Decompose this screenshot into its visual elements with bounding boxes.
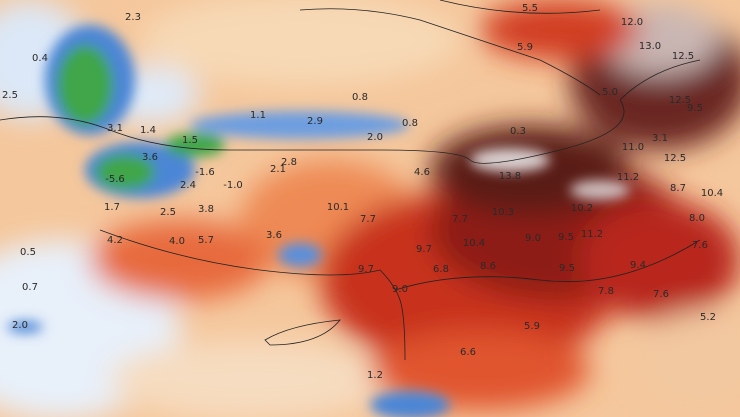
anomaly-label: 10.3: [492, 207, 514, 218]
anomaly-label: 2.5: [2, 90, 18, 101]
anomaly-label: 2.9: [307, 116, 323, 127]
anomaly-label: 9.5: [559, 263, 575, 274]
anomaly-label: 9.7: [358, 264, 374, 275]
anomaly-label: 9.0: [392, 284, 408, 295]
anomaly-label: 1.4: [140, 125, 156, 136]
anomaly-label: 13.0: [639, 41, 661, 52]
anomaly-label: 2.0: [12, 320, 28, 331]
anomaly-label: 8.6: [480, 261, 496, 272]
anomaly-label: 3.1: [107, 123, 123, 134]
anomaly-label: 2.5: [160, 207, 176, 218]
anomaly-labels: 2.30.42.55.512.013.012.55.95.012.59.50.8…: [2, 3, 723, 381]
anomaly-label: 0.8: [402, 118, 418, 129]
anomaly-label: 5.2: [700, 312, 716, 323]
anomaly-label: 9.0: [525, 233, 541, 244]
anomaly-label: 9.7: [416, 244, 432, 255]
anomaly-label: 1.5: [182, 135, 198, 146]
anomaly-label: 0.5: [20, 247, 36, 258]
anomaly-label: 3.1: [652, 133, 668, 144]
anomaly-label: 7.6: [692, 240, 708, 251]
anomaly-label: 1.1: [250, 110, 266, 121]
anomaly-label: 5.5: [522, 3, 538, 14]
anomaly-label: 8.0: [689, 213, 705, 224]
anomaly-label: 11.2: [581, 229, 603, 240]
anomaly-label: 0.8: [352, 92, 368, 103]
anomaly-label: 5.0: [602, 87, 618, 98]
anomaly-label: 2.3: [125, 12, 141, 23]
anomaly-label: 7.7: [360, 214, 376, 225]
anomaly-label: 7.6: [653, 289, 669, 300]
anomaly-label: 6.6: [460, 347, 476, 358]
anomaly-label: 1.2: [367, 370, 383, 381]
anomaly-label: 4.0: [169, 236, 185, 247]
anomaly-label: 11.0: [622, 142, 644, 153]
anomaly-label: 6.8: [433, 264, 449, 275]
anomaly-label: 4.2: [107, 235, 123, 246]
anomaly-label: 2.8: [281, 157, 297, 168]
anomaly-label: 0.3: [510, 126, 526, 137]
anomaly-label: 9.4: [630, 260, 646, 271]
anomaly-label: 3.8: [198, 204, 214, 215]
anomaly-label: 4.6: [414, 167, 430, 178]
anomaly-label: 12.0: [621, 17, 643, 28]
anomaly-label: 7.8: [598, 286, 614, 297]
anomaly-label: 10.2: [571, 203, 593, 214]
anomaly-label: 5.9: [524, 321, 540, 332]
anomaly-label: 9.5: [558, 232, 574, 243]
anomaly-label: 3.6: [266, 230, 282, 241]
anomaly-label: 12.5: [669, 95, 691, 106]
anomaly-label: 1.7: [104, 202, 120, 213]
anomaly-label: 0.7: [22, 282, 38, 293]
anomaly-label: 11.2: [617, 172, 639, 183]
anomaly-label: 10.1: [327, 202, 349, 213]
anomaly-label: 2.4: [180, 180, 196, 191]
anomaly-label: -1.0: [223, 180, 243, 191]
anomaly-label: 12.5: [672, 51, 694, 62]
anomaly-label: 10.4: [701, 188, 723, 199]
anomaly-label: 0.4: [32, 53, 48, 64]
borders: [0, 0, 701, 361]
anomaly-label: 10.4: [463, 238, 485, 249]
anomaly-label: 8.7: [670, 183, 686, 194]
anomaly-label: -5.6: [105, 174, 125, 185]
anomaly-label: 7.7: [452, 214, 468, 225]
anomaly-label: 13.8: [499, 171, 521, 182]
anomaly-label: 2.0: [367, 132, 383, 143]
anomaly-label: 2.1: [270, 164, 286, 175]
anomaly-label: 5.9: [517, 42, 533, 53]
anomaly-label: 12.5: [664, 153, 686, 164]
anomaly-label: 9.5: [687, 103, 703, 114]
anomaly-label: 5.7: [198, 235, 214, 246]
anomaly-label: 3.6: [142, 152, 158, 163]
anomaly-label: -1.6: [195, 167, 215, 178]
